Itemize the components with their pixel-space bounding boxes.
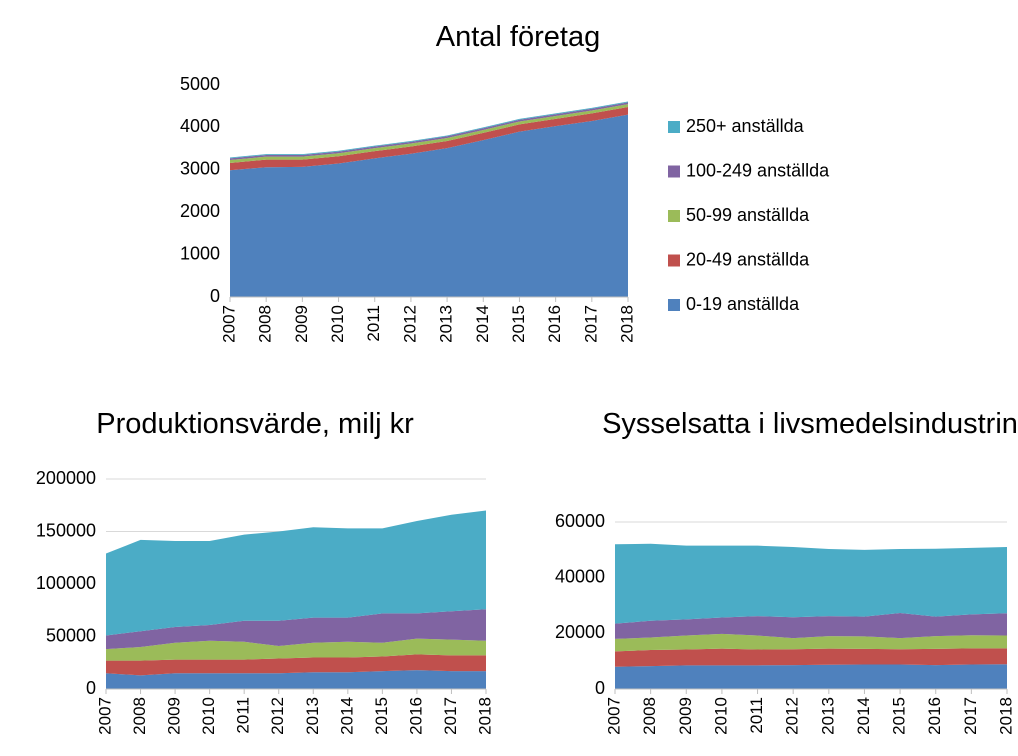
legend-label: 0-19 anställda <box>686 294 800 314</box>
y-tick-label: 0 <box>595 678 605 698</box>
area <box>106 638 486 661</box>
x-tick-label: 2017 <box>961 697 980 735</box>
area <box>615 543 1007 624</box>
y-tick-label: 150000 <box>36 520 96 540</box>
legend-swatch <box>668 121 680 133</box>
y-tick-label: 100000 <box>36 573 96 593</box>
x-tick-label: 2007 <box>604 697 623 735</box>
x-tick-label: 2012 <box>268 697 287 735</box>
x-tick-label: 2010 <box>711 697 730 735</box>
y-tick-label: 4000 <box>180 116 220 136</box>
x-tick-label: 2011 <box>234 697 253 734</box>
x-tick-label: 2011 <box>364 305 383 342</box>
x-tick-label: 2016 <box>545 305 564 343</box>
y-tick-label: 200000 <box>36 468 96 488</box>
y-tick-label: 1000 <box>180 243 220 263</box>
y-tick-label: 0 <box>86 678 96 698</box>
area <box>230 104 628 164</box>
area <box>615 664 1007 689</box>
y-tick-label: 2000 <box>180 201 220 221</box>
y-tick-label: 40000 <box>555 566 605 586</box>
area <box>230 107 628 171</box>
x-tick-label: 2008 <box>640 697 659 735</box>
legend-label: 50-99 anställda <box>686 205 810 225</box>
y-tick-label: 0 <box>210 286 220 306</box>
area <box>106 670 486 689</box>
x-tick-label: 2007 <box>95 697 114 735</box>
legend-swatch <box>668 299 680 311</box>
area <box>615 613 1007 639</box>
legend-swatch <box>668 165 680 178</box>
x-tick-label: 2013 <box>303 697 322 735</box>
legend-label: 250+ anställda <box>686 116 805 136</box>
chart-title: Antal företag <box>435 21 601 53</box>
x-tick-label: 2013 <box>437 305 456 343</box>
x-tick-label: 2018 <box>996 697 1015 735</box>
area <box>615 648 1007 667</box>
x-tick-label: 2009 <box>165 697 184 735</box>
x-tick-label: 2010 <box>328 305 347 343</box>
x-tick-label: 2010 <box>199 697 218 735</box>
x-tick-label: 2017 <box>441 697 460 735</box>
y-tick-label: 3000 <box>180 159 220 179</box>
legend-swatch <box>668 210 680 222</box>
x-tick-label: 2011 <box>747 697 766 734</box>
x-tick-label: 2015 <box>509 305 528 343</box>
area <box>106 609 486 650</box>
x-tick-label: 2009 <box>292 305 311 343</box>
legend-label: 100-249 anställda <box>686 160 830 180</box>
x-tick-label: 2012 <box>400 305 419 343</box>
y-tick-label: 20000 <box>555 622 605 642</box>
area <box>230 114 628 298</box>
legend-label: 20-49 anställda <box>686 249 810 269</box>
x-tick-label: 2013 <box>818 697 837 735</box>
x-tick-label: 2018 <box>475 697 494 735</box>
x-tick-label: 2014 <box>337 697 356 735</box>
x-tick-label: 2016 <box>406 697 425 735</box>
x-tick-label: 2014 <box>473 305 492 343</box>
legend-swatch <box>668 254 680 267</box>
chart-title: Produktionsvärde, milj kr <box>96 408 414 440</box>
x-tick-label: 2007 <box>219 305 238 343</box>
x-tick-label: 2018 <box>617 305 636 343</box>
x-tick-label: 2012 <box>783 697 802 735</box>
x-tick-label: 2017 <box>581 305 600 343</box>
x-tick-label: 2008 <box>256 305 275 343</box>
x-tick-label: 2015 <box>372 697 391 735</box>
chart-title: Sysselsatta i livsmedelsindustrin <box>602 408 1018 440</box>
area <box>106 510 486 636</box>
x-tick-label: 2009 <box>676 697 695 735</box>
x-tick-label: 2016 <box>925 697 944 735</box>
x-tick-label: 2008 <box>130 697 149 735</box>
x-tick-label: 2015 <box>890 697 909 735</box>
y-tick-label: 50000 <box>46 625 96 645</box>
y-tick-label: 5000 <box>180 74 220 94</box>
area <box>615 633 1007 652</box>
x-tick-label: 2014 <box>854 697 873 735</box>
y-tick-label: 60000 <box>555 511 605 531</box>
